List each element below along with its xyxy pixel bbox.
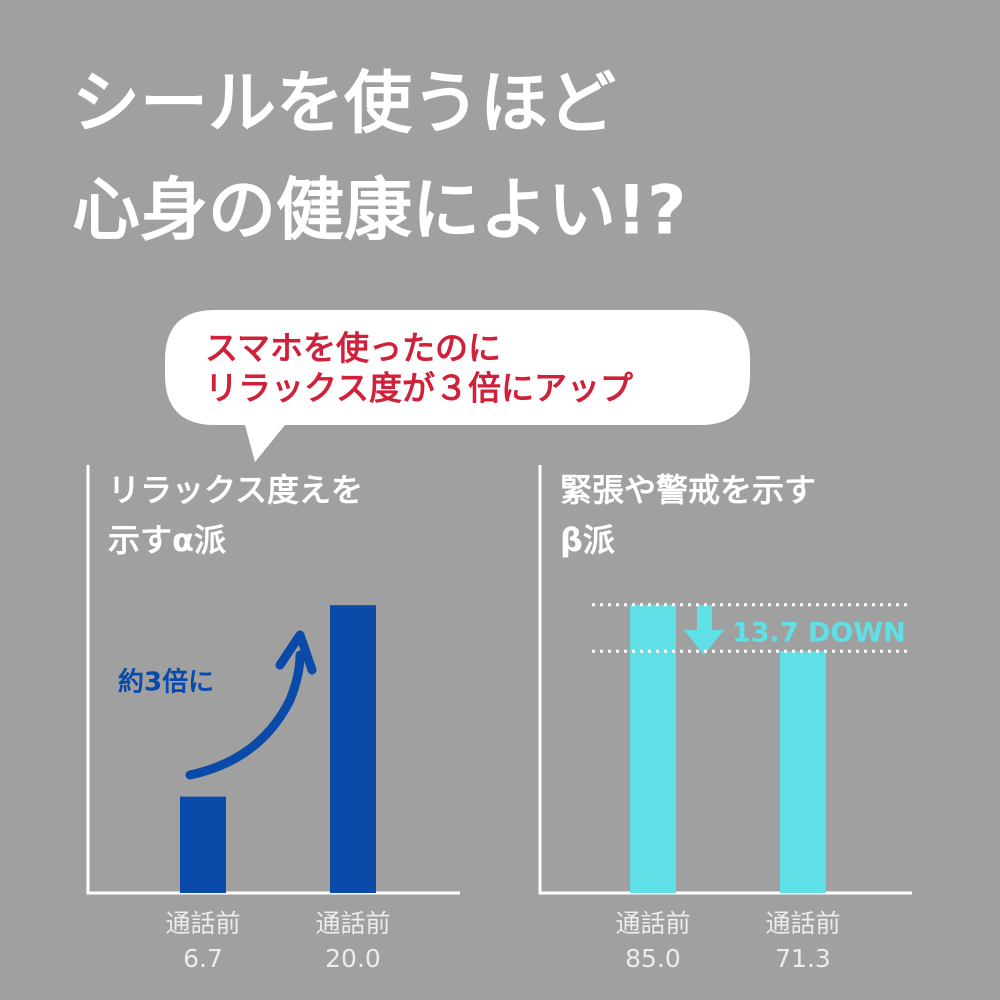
bar xyxy=(780,651,826,893)
chart-title: リラックス度えを xyxy=(108,471,363,509)
chart-title: β派 xyxy=(560,521,615,559)
chart-title: 緊張や警戒を示す xyxy=(560,471,816,509)
headline: シールを使うほど xyxy=(72,65,616,144)
x-tick-label: 通話前 xyxy=(765,909,840,938)
callout-text: リラックス度が３倍にアップ xyxy=(205,369,634,408)
value-label: 71.3 xyxy=(775,944,831,973)
callout-text: スマホを使ったのに xyxy=(205,329,501,368)
value-label: 85.0 xyxy=(625,944,681,973)
trend-arrow-head xyxy=(275,630,317,675)
headline: 心身の健康によい!? xyxy=(72,172,686,251)
bar xyxy=(330,605,376,893)
annotation: 約3倍に xyxy=(118,667,214,698)
down-arrow xyxy=(684,605,724,655)
trend-arrow xyxy=(185,650,305,780)
value-label: 20.0 xyxy=(325,944,381,973)
x-tick-label: 通話前 xyxy=(315,909,390,938)
bar xyxy=(180,796,226,893)
annotation: 13.7 DOWN xyxy=(732,618,906,649)
speech-bubble xyxy=(165,310,750,462)
bar xyxy=(630,604,676,893)
x-tick-label: 通話前 xyxy=(165,909,240,938)
value-label: 6.7 xyxy=(183,944,223,973)
chart-title: 示すα派 xyxy=(108,521,226,559)
x-tick-label: 通話前 xyxy=(615,909,690,938)
